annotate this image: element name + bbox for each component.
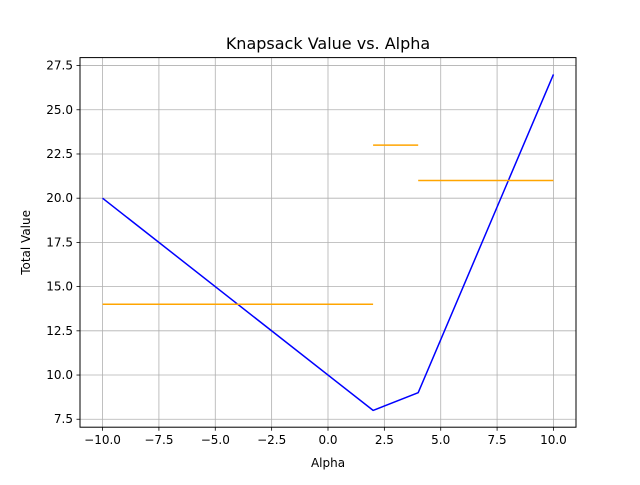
x-tick-label: 5.0 xyxy=(431,433,450,447)
y-tick-label: 7.5 xyxy=(54,412,73,426)
x-tick-label: 0.0 xyxy=(318,433,337,447)
x-tick-label: −5.0 xyxy=(201,433,230,447)
y-tick-label: 10.0 xyxy=(46,368,73,382)
y-tick-label: 15.0 xyxy=(46,280,73,294)
y-tick-label: 12.5 xyxy=(46,324,73,338)
x-axis-label: Alpha xyxy=(311,456,345,470)
x-tick-label: 10.0 xyxy=(540,433,567,447)
y-axis: 7.5 10.0 12.5 15.0 17.5 20.0 22.5 25.0 27.5 xyxy=(46,59,80,426)
grid xyxy=(80,57,576,428)
x-tick-label: −7.5 xyxy=(144,433,173,447)
x-tick-label: −2.5 xyxy=(257,433,286,447)
x-tick-label: −10.0 xyxy=(84,433,121,447)
x-tick-label: 7.5 xyxy=(488,433,507,447)
y-tick-label: 20.0 xyxy=(46,191,73,205)
chart-title: Knapsack Value vs. Alpha xyxy=(226,34,430,53)
plot-lines xyxy=(102,74,555,412)
x-axis: −10.0 −7.5 −5.0 −2.5 0.0 2.5 5.0 7.5 10.0 xyxy=(84,427,567,447)
y-tick-label: 17.5 xyxy=(46,235,73,249)
y-axis-label: Total Value xyxy=(19,210,33,276)
x-tick-label: 2.5 xyxy=(375,433,394,447)
y-tick-label: 25.0 xyxy=(46,103,73,117)
y-tick-label: 22.5 xyxy=(46,147,73,161)
y-tick-label: 27.5 xyxy=(46,59,73,73)
